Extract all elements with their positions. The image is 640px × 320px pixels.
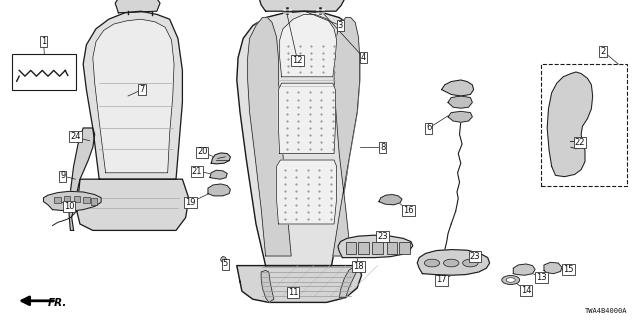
Polygon shape xyxy=(93,19,174,173)
Polygon shape xyxy=(237,11,360,266)
Polygon shape xyxy=(210,170,227,179)
Bar xyxy=(372,242,383,254)
Bar xyxy=(346,242,356,254)
Text: 15: 15 xyxy=(563,265,573,274)
Text: 23: 23 xyxy=(378,232,388,241)
Bar xyxy=(74,196,80,202)
Circle shape xyxy=(424,259,440,267)
Text: 8: 8 xyxy=(380,143,385,152)
Polygon shape xyxy=(211,153,230,164)
Polygon shape xyxy=(276,160,337,224)
Text: FR.: FR. xyxy=(48,298,67,308)
Polygon shape xyxy=(448,111,472,122)
Polygon shape xyxy=(513,264,535,275)
Polygon shape xyxy=(417,250,490,275)
Text: 1: 1 xyxy=(41,37,46,46)
Text: 21: 21 xyxy=(192,167,202,176)
Bar xyxy=(358,242,369,254)
Circle shape xyxy=(463,259,478,267)
Circle shape xyxy=(444,259,459,267)
Polygon shape xyxy=(338,235,413,258)
Polygon shape xyxy=(83,11,182,179)
Text: 10: 10 xyxy=(64,202,74,211)
Text: 24: 24 xyxy=(70,132,81,141)
Text: 3: 3 xyxy=(338,21,343,30)
Text: 13: 13 xyxy=(536,273,547,282)
Polygon shape xyxy=(261,270,274,302)
Text: 11: 11 xyxy=(288,288,298,297)
Polygon shape xyxy=(547,72,593,177)
Text: 16: 16 xyxy=(403,206,413,215)
Text: 23: 23 xyxy=(470,252,480,261)
Circle shape xyxy=(506,278,515,282)
Text: 20: 20 xyxy=(197,148,207,156)
Polygon shape xyxy=(77,179,189,230)
Polygon shape xyxy=(280,14,337,77)
Polygon shape xyxy=(379,195,402,205)
Text: 12: 12 xyxy=(292,56,303,65)
Text: 19: 19 xyxy=(186,198,196,207)
Text: 17: 17 xyxy=(436,276,447,284)
Text: 22: 22 xyxy=(575,138,585,147)
Bar xyxy=(541,64,627,186)
Bar xyxy=(399,242,410,254)
Bar xyxy=(64,196,70,202)
Bar xyxy=(12,54,76,90)
Text: 4: 4 xyxy=(361,53,366,62)
Polygon shape xyxy=(44,191,101,211)
Polygon shape xyxy=(339,266,358,298)
Polygon shape xyxy=(448,96,472,108)
Text: 14: 14 xyxy=(521,286,531,295)
Polygon shape xyxy=(259,0,344,11)
Bar xyxy=(83,197,90,203)
Bar xyxy=(387,242,397,254)
Polygon shape xyxy=(248,18,291,256)
Text: TWA4B4000A: TWA4B4000A xyxy=(585,308,627,314)
Text: 5: 5 xyxy=(223,260,228,268)
Polygon shape xyxy=(278,83,335,154)
Polygon shape xyxy=(237,266,362,302)
Bar xyxy=(54,197,61,203)
Polygon shape xyxy=(544,262,562,274)
Text: 18: 18 xyxy=(353,262,364,271)
Text: 7: 7 xyxy=(140,85,145,94)
Text: 9: 9 xyxy=(60,172,65,180)
Polygon shape xyxy=(442,80,474,96)
Circle shape xyxy=(502,276,520,284)
Text: 2: 2 xyxy=(600,47,605,56)
Polygon shape xyxy=(115,0,160,13)
Polygon shape xyxy=(208,184,230,196)
Bar xyxy=(91,198,97,205)
Polygon shape xyxy=(333,18,360,256)
Text: 6: 6 xyxy=(426,124,431,132)
Polygon shape xyxy=(69,128,95,230)
